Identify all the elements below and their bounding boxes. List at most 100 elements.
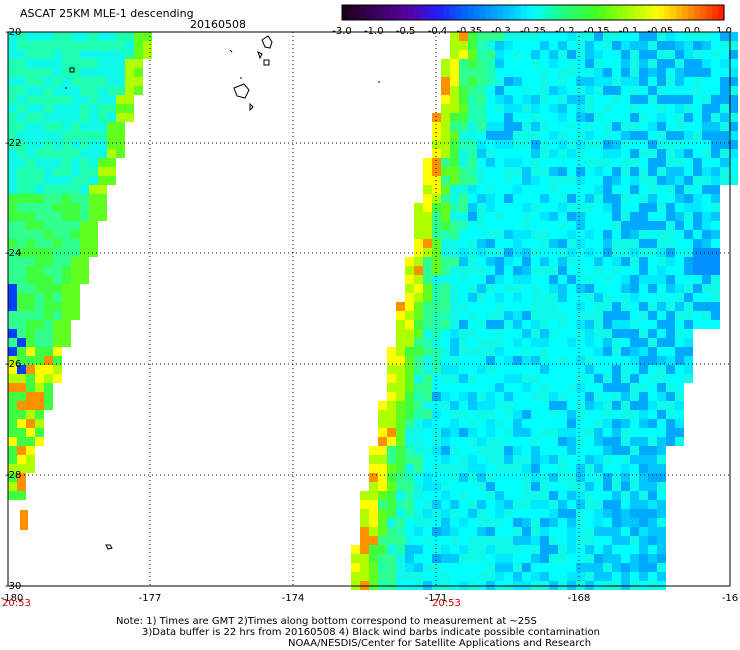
swath-cell [531, 572, 540, 581]
swath-cell [26, 455, 35, 464]
swath-cell [44, 311, 53, 320]
swath-cell [459, 194, 468, 203]
swath-cell [540, 131, 549, 140]
swath-cell [711, 32, 720, 41]
swath-cell [107, 32, 116, 41]
swath-cell [360, 536, 369, 545]
swath-cell [630, 185, 639, 194]
swath-cell [612, 140, 621, 149]
swath-cell [585, 68, 594, 77]
swath-cell [594, 50, 603, 59]
swath-cell [576, 446, 585, 455]
swath-cell [71, 221, 80, 230]
swath-cell [585, 257, 594, 266]
swath-cell [8, 437, 17, 446]
swath-cell [26, 41, 35, 50]
swath-cell [477, 32, 486, 41]
swath-cell [396, 518, 405, 527]
swath-cell [26, 239, 35, 248]
swath-cell [405, 275, 414, 284]
swath-cell [558, 320, 567, 329]
swath-cell [62, 86, 71, 95]
swath-cell [387, 347, 396, 356]
swath-cell [576, 77, 585, 86]
swath-cell [17, 293, 26, 302]
swath-cell [621, 572, 630, 581]
swath-cell [44, 365, 53, 374]
swath-cell [17, 410, 26, 419]
swath-cell [423, 518, 432, 527]
swath-cell [612, 410, 621, 419]
colorbar-swatch [574, 5, 582, 20]
swath-cell [567, 248, 576, 257]
map-title: ASCAT 25KM MLE-1 descending [20, 7, 194, 20]
swath-cell [450, 473, 459, 482]
swath-cell [486, 221, 495, 230]
swath-cell [576, 302, 585, 311]
swath-cell [35, 293, 44, 302]
swath-cell [495, 311, 504, 320]
swath-cell [459, 257, 468, 266]
swath-cell [540, 104, 549, 113]
swath-cell [729, 104, 738, 113]
swath-cell [71, 311, 80, 320]
swath-cell [80, 149, 89, 158]
swath-cell [396, 320, 405, 329]
swath-cell [405, 491, 414, 500]
swath-cell [504, 77, 513, 86]
swath-cell [477, 95, 486, 104]
swath-cell [414, 491, 423, 500]
swath-cell [693, 41, 702, 50]
swath-cell [648, 257, 657, 266]
swath-cell [441, 437, 450, 446]
swath-cell [657, 284, 666, 293]
swath-cell [549, 428, 558, 437]
swath-cell [594, 194, 603, 203]
swath-cell [44, 383, 53, 392]
swath-cell [630, 455, 639, 464]
swath-cell [549, 320, 558, 329]
colorbar-swatch [646, 5, 653, 20]
swath-cell [567, 32, 576, 41]
swath-cell [26, 221, 35, 230]
swath-cell [414, 293, 423, 302]
swath-cell [585, 455, 594, 464]
swath-cell [44, 176, 53, 185]
swath-cell [621, 338, 630, 347]
swath-cell [17, 419, 26, 428]
swath-cell [540, 383, 549, 392]
swath-cell [657, 293, 666, 302]
swath-cell [630, 68, 639, 77]
swath-cell [504, 68, 513, 77]
swath-cell [369, 500, 378, 509]
swath-cell [684, 293, 693, 302]
swath-cell [486, 77, 495, 86]
swath-cell [504, 212, 513, 221]
swath-cell [513, 41, 522, 50]
island-outline [229, 49, 233, 53]
swath-cell [423, 554, 432, 563]
swath-cell [648, 392, 657, 401]
swath-cell [513, 464, 522, 473]
swath-cell [630, 203, 639, 212]
swath-cell [8, 401, 17, 410]
swath-cell [405, 455, 414, 464]
colorbar-swatch [509, 5, 516, 20]
swath-cell [675, 140, 684, 149]
colorbar-swatch [652, 5, 659, 20]
swath-cell [8, 185, 17, 194]
swath-cell [26, 392, 35, 401]
swath-cell [675, 266, 684, 275]
swath-cell [657, 545, 666, 554]
swath-cell [576, 536, 585, 545]
swath-cell [44, 293, 53, 302]
swath-cell [98, 50, 107, 59]
swath-cell [540, 563, 549, 572]
swath-cell [450, 293, 459, 302]
swath-cell [8, 383, 17, 392]
swath-cell [684, 176, 693, 185]
swath-cell [450, 302, 459, 311]
swath-cell [657, 41, 666, 50]
swath-cell [675, 401, 684, 410]
swath-cell [8, 158, 17, 167]
